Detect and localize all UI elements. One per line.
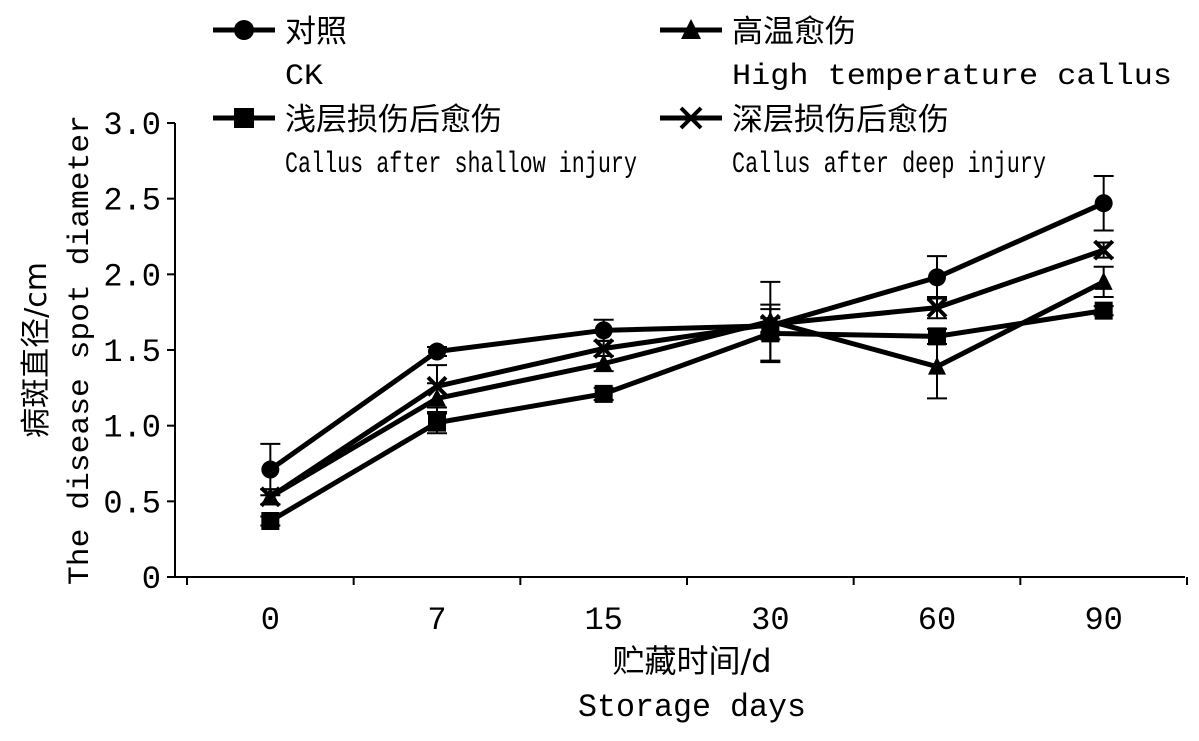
legend-label-cn: 高温愈伤	[732, 14, 856, 50]
x-marker-stroke	[679, 106, 703, 130]
circle-marker	[234, 20, 254, 40]
series-line	[269, 279, 1105, 499]
x-marker-stroke	[759, 313, 781, 335]
legend-item: 浅层损伤后愈伤 Callus after shallow injury	[213, 102, 637, 182]
x-tick-label: 7	[427, 602, 446, 639]
triangle-marker	[681, 19, 701, 39]
x-marker-stroke	[426, 375, 448, 397]
legend-label: CK	[285, 60, 323, 94]
square-marker	[428, 413, 446, 432]
x-marker	[759, 313, 781, 335]
x-marker	[426, 375, 448, 397]
circle-marker	[594, 321, 613, 340]
series-line	[269, 308, 1105, 524]
circle-marker	[1094, 194, 1113, 213]
x-tick-label: 90	[1084, 602, 1122, 639]
x-marker	[593, 338, 615, 359]
legend-item: 深层损伤后愈伤 Callus after deep injury	[660, 102, 1046, 182]
circle-marker	[261, 460, 280, 479]
y-axis-label-cn: 病斑直径/cm	[19, 262, 54, 438]
x-axis-label-cn: 贮藏时间/d	[612, 642, 771, 680]
legend-label: High temperature callus	[732, 60, 1172, 94]
axes: 0 0.5 1.0 1.5 2.0 2.5 3.0 0 7 15 30 60 90	[103, 107, 1188, 639]
x-marker	[1093, 239, 1115, 261]
legend-label-cn: 对照	[285, 14, 347, 50]
y-tick-label: 0.5	[103, 485, 161, 522]
square-marker	[234, 108, 254, 128]
x-marker-stroke	[593, 338, 615, 359]
series-3	[259, 239, 1115, 508]
y-tick-label: 2.5	[103, 183, 161, 220]
series-line	[268, 247, 1105, 499]
legend-label: Callus after shallow injury	[285, 148, 637, 182]
x-marker	[679, 106, 703, 130]
y-tick-label: 3.0	[103, 107, 161, 144]
x-marker-stroke	[1093, 239, 1115, 261]
x-marker	[259, 486, 281, 508]
legend-label-cn: 深层损伤后愈伤	[732, 102, 949, 138]
series-line	[268, 200, 1105, 472]
triangle-marker	[594, 353, 613, 372]
circle-marker	[428, 342, 446, 361]
x-tick-label: 60	[918, 602, 956, 639]
square-marker	[594, 384, 613, 403]
legend-label: Callus after deep injury	[732, 148, 1046, 182]
square-marker	[261, 512, 280, 531]
x-axis-label: Storage days	[578, 689, 806, 726]
y-tick-label: 0	[142, 561, 161, 598]
circle-marker	[928, 268, 946, 287]
legend-item: 对照 CK	[213, 14, 347, 94]
x-tick-label: 15	[584, 602, 622, 639]
x-tick-label: 30	[751, 602, 789, 639]
legend: 对照 CK 高温愈伤 High temperature callus 浅层损伤后愈伤 Ca…	[213, 14, 1172, 182]
square-marker	[1094, 301, 1113, 320]
y-tick-label: 1.0	[103, 410, 161, 447]
square-marker	[928, 327, 946, 346]
legend-label-cn: 浅层损伤后愈伤	[285, 102, 502, 138]
x-marker	[926, 297, 948, 319]
x-marker-stroke	[926, 297, 948, 319]
y-axis-label: The disease spot diameter	[64, 115, 98, 585]
data-marks	[259, 174, 1115, 531]
y-tick-label: 1.5	[103, 334, 161, 371]
legend-item: 高温愈伤 High temperature callus	[660, 14, 1172, 94]
triangle-marker	[1094, 271, 1113, 290]
triangle-marker	[928, 356, 946, 375]
series-2	[260, 301, 1114, 531]
x-marker-stroke	[259, 486, 281, 508]
y-tick-label: 2.0	[103, 258, 161, 295]
x-tick-label: 0	[261, 602, 280, 639]
